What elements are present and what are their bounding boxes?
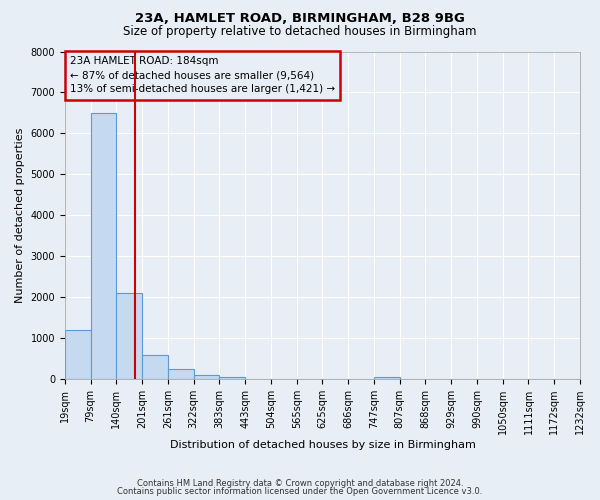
Bar [142,354,168,379]
Y-axis label: Number of detached properties: Number of detached properties [15,128,25,303]
Bar [168,369,194,379]
Text: Contains HM Land Registry data © Crown copyright and database right 2024.: Contains HM Land Registry data © Crown c… [137,478,463,488]
X-axis label: Distribution of detached houses by size in Birmingham: Distribution of detached houses by size … [170,440,475,450]
Bar [65,330,91,379]
Bar [194,375,220,379]
Bar [220,377,245,379]
Bar [116,293,142,379]
Text: 23A, HAMLET ROAD, BIRMINGHAM, B28 9BG: 23A, HAMLET ROAD, BIRMINGHAM, B28 9BG [135,12,465,26]
Text: Size of property relative to detached houses in Birmingham: Size of property relative to detached ho… [123,25,477,38]
Bar [374,377,400,379]
Text: 23A HAMLET ROAD: 184sqm
← 87% of detached houses are smaller (9,564)
13% of semi: 23A HAMLET ROAD: 184sqm ← 87% of detache… [70,56,335,94]
Bar [91,113,116,379]
Text: Contains public sector information licensed under the Open Government Licence v3: Contains public sector information licen… [118,487,482,496]
